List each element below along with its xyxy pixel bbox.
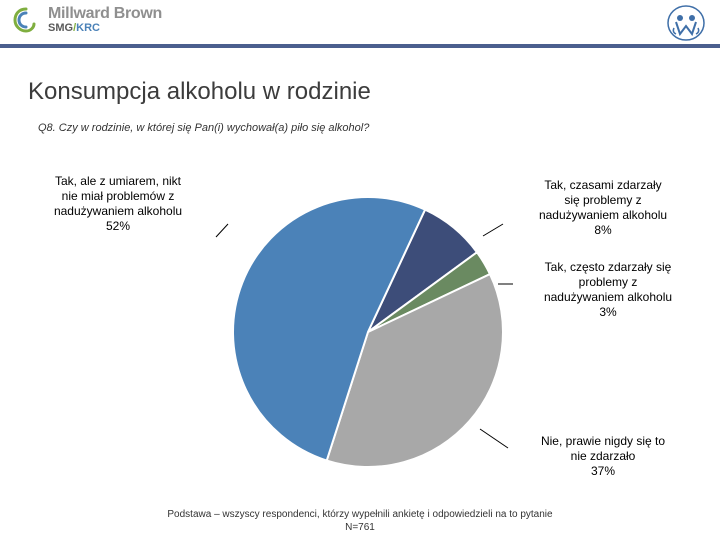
logo-main-text: Millward Brown — [48, 6, 162, 22]
logo-swirl-icon — [12, 6, 40, 34]
content-area: Konsumpcja alkoholu w rodzinie Q8. Czy w… — [0, 48, 720, 540]
footnote: Podstawa – wszyscy respondenci, którzy w… — [0, 508, 720, 534]
logo-sub-text: SMG/KRC — [48, 23, 162, 34]
pie-label: Tak, często zdarzały sięproblemy znaduży… — [513, 260, 703, 320]
pie-label: Tak, ale z umiarem, niktnie miał problem… — [18, 174, 218, 234]
logo-sub-krc: KRC — [76, 22, 100, 34]
logo-text: Millward Brown SMG/KRC — [48, 6, 162, 34]
logo-block: Millward Brown SMG/KRC — [12, 6, 162, 34]
pie-chart — [228, 184, 508, 484]
emblem-icon — [666, 4, 706, 42]
footnote-line1: Podstawa – wszyscy respondenci, którzy w… — [167, 509, 552, 520]
pie-label: Nie, prawie nigdy się tonie zdarzało37% — [508, 434, 698, 479]
header-bar: Millward Brown SMG/KRC — [0, 0, 720, 44]
question-text: Q8. Czy w rodzinie, w której się Pan(i) … — [38, 122, 692, 134]
pie-label: Tak, czasami zdarzałysię problemy znaduż… — [508, 178, 698, 238]
chart-area: Tak, ale z umiarem, niktnie miał problem… — [28, 144, 688, 494]
slide-title: Konsumpcja alkoholu w rodzinie — [28, 78, 692, 106]
logo-sub-smg: SMG — [48, 22, 73, 34]
footnote-line2: N=761 — [345, 522, 375, 533]
